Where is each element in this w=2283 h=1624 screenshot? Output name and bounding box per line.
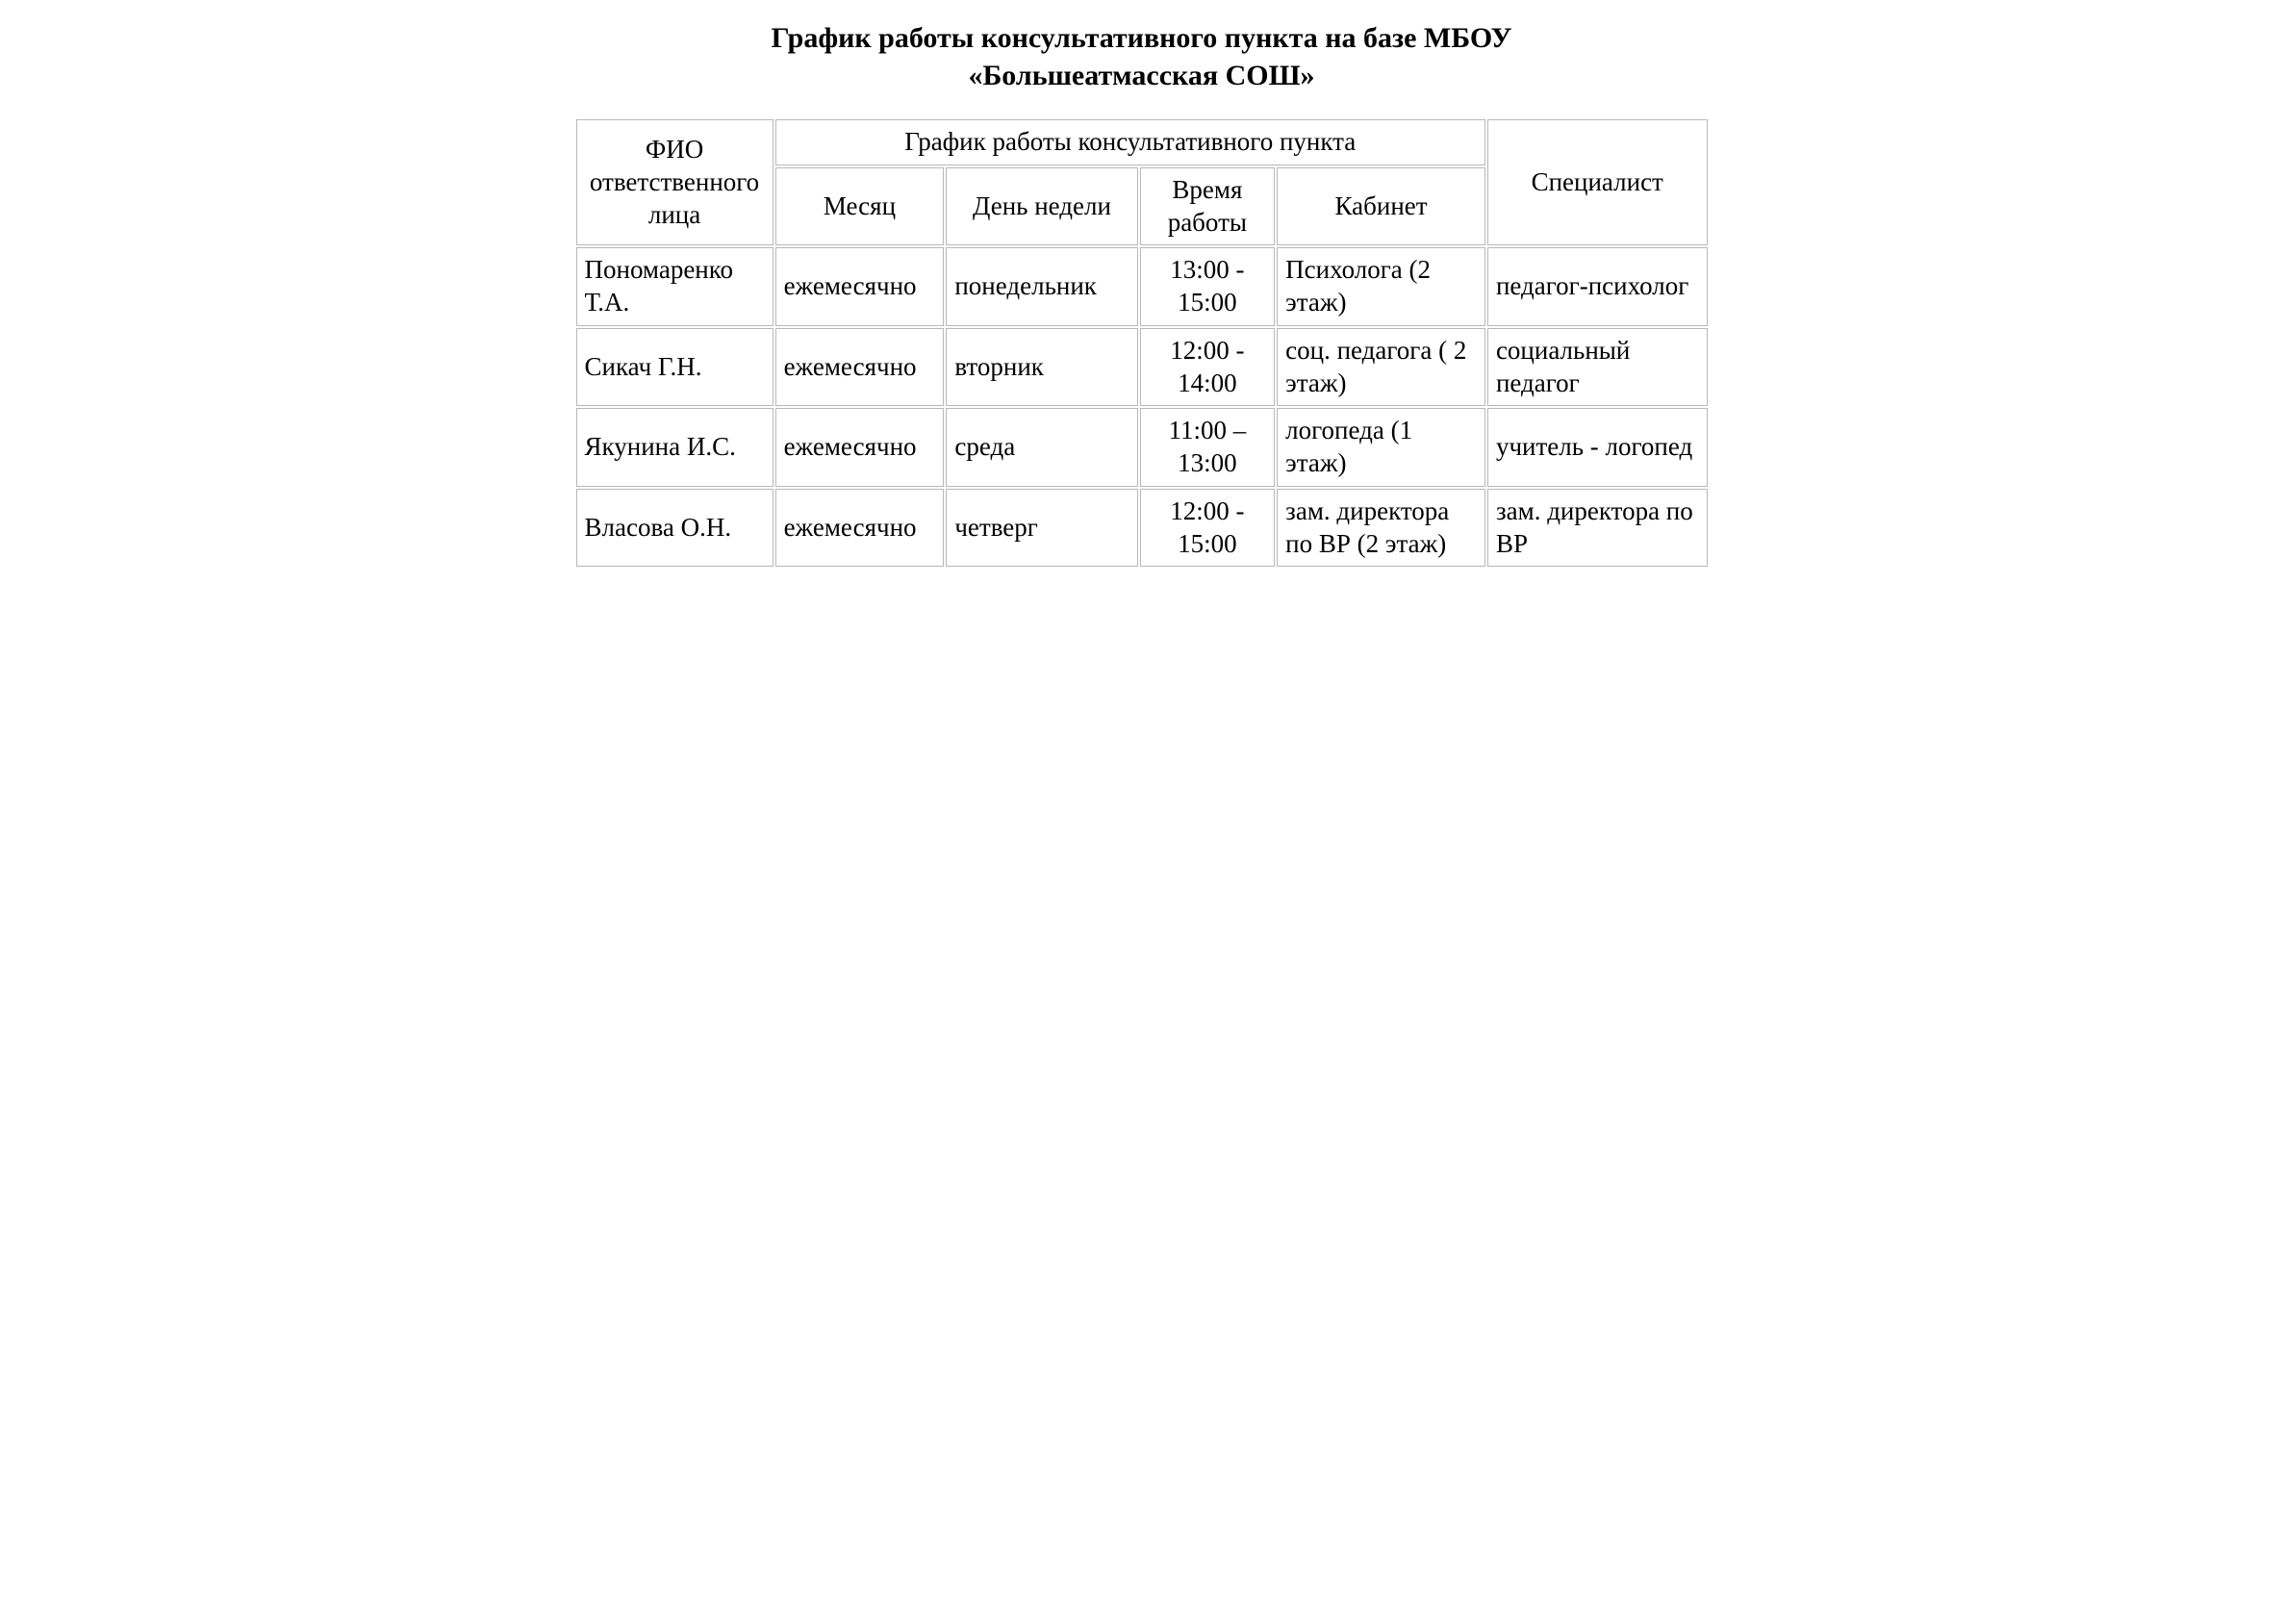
cell-weekday: понедельник: [946, 247, 1137, 326]
cell-time: 13:00 - 15:00: [1140, 247, 1276, 326]
col-header-time: Время работы: [1140, 167, 1276, 246]
title-line-1: График работы консультативного пункта на…: [771, 22, 1511, 54]
cell-responsible: Якунина И.С.: [576, 408, 774, 487]
title-line-2: «Большеатмасская СОШ»: [968, 60, 1314, 91]
cell-time: 12:00 - 15:00: [1140, 489, 1276, 568]
table-row: Сикач Г.Н. ежемесячно вторник 12:00 - 14…: [576, 328, 1708, 407]
cell-time: 12:00 - 14:00: [1140, 328, 1276, 407]
cell-month: ежемесячно: [775, 247, 945, 326]
cell-responsible: Власова О.Н.: [576, 489, 774, 568]
table-row: Власова О.Н. ежемесячно четверг 12:00 - …: [576, 489, 1708, 568]
col-header-specialist: Специалист: [1487, 119, 1708, 245]
col-header-weekday: День недели: [946, 167, 1137, 246]
cell-specialist: зам. директора по ВР: [1487, 489, 1708, 568]
col-header-responsible: ФИО ответственного лица: [576, 119, 774, 245]
table-body: Пономаренко Т.А. ежемесячно понедельник …: [576, 247, 1708, 567]
cell-room: соц. педагога ( 2 этаж): [1277, 328, 1485, 407]
cell-month: ежемесячно: [775, 408, 945, 487]
table-row: Пономаренко Т.А. ежемесячно понедельник …: [576, 247, 1708, 326]
cell-weekday: вторник: [946, 328, 1137, 407]
cell-weekday: четверг: [946, 489, 1137, 568]
cell-specialist: педагог-психолог: [1487, 247, 1708, 326]
cell-responsible: Сикач Г.Н.: [576, 328, 774, 407]
table-header-row-1: ФИО ответственного лица График работы ко…: [576, 119, 1708, 165]
col-header-month: Месяц: [775, 167, 945, 246]
cell-month: ежемесячно: [775, 328, 945, 407]
col-header-room: Кабинет: [1277, 167, 1485, 246]
cell-specialist: социальный педагог: [1487, 328, 1708, 407]
cell-time: 11:00 – 13:00: [1140, 408, 1276, 487]
col-header-schedule-group: График работы консультативного пункта: [775, 119, 1485, 165]
page-title: График работы консультативного пункта на…: [574, 19, 1710, 94]
cell-responsible: Пономаренко Т.А.: [576, 247, 774, 326]
cell-room: логопеда (1 этаж): [1277, 408, 1485, 487]
table-head: ФИО ответственного лица График работы ко…: [576, 119, 1708, 245]
cell-month: ежемесячно: [775, 489, 945, 568]
table-row: Якунина И.С. ежемесячно среда 11:00 – 13…: [576, 408, 1708, 487]
document-page: График работы консультативного пункта на…: [574, 19, 1710, 569]
cell-room: Психолога (2 этаж): [1277, 247, 1485, 326]
cell-weekday: среда: [946, 408, 1137, 487]
cell-room: зам. директора по ВР (2 этаж): [1277, 489, 1485, 568]
schedule-table: ФИО ответственного лица График работы ко…: [574, 117, 1710, 569]
cell-specialist: учитель - логопед: [1487, 408, 1708, 487]
